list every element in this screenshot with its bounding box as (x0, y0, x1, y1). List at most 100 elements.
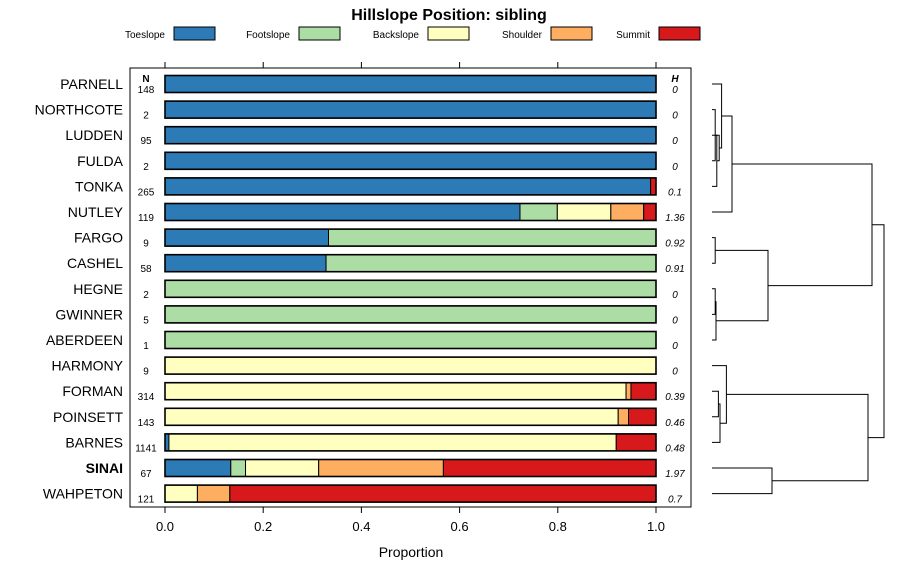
bar-segment-footslope (519, 203, 558, 221)
soil-label: HEGNE (73, 281, 123, 297)
bar-outline (164, 177, 657, 196)
soil-label: FARGO (74, 230, 123, 246)
row-sinai: SINAI 67 1.97 (86, 458, 685, 480)
row-northcote: NORTHCOTE 2 0 (35, 100, 678, 122)
n-value: 121 (138, 495, 155, 506)
dendrogram-merge (868, 224, 885, 439)
bar-segment-footslope (164, 331, 657, 349)
bar-outline (164, 407, 657, 427)
x-tick-label: 0.0 (156, 519, 174, 534)
n-value: 2 (143, 111, 149, 122)
bar-segment-summit (643, 203, 657, 221)
h-value: 0 (672, 136, 678, 147)
row-barnes: BARNES 1141 0.48 (65, 433, 685, 454)
h-value: 0 (672, 367, 678, 378)
n-value: 314 (138, 392, 155, 403)
bar-segment-backslope (245, 459, 320, 477)
n-value: 95 (140, 136, 152, 147)
bar-outline (164, 228, 657, 247)
legend-swatch-summit (658, 26, 701, 41)
soil-label: HARMONY (51, 358, 123, 374)
soil-label: BARNES (65, 434, 123, 450)
soil-label: NORTHCOTE (35, 102, 123, 118)
bar-segment-footslope (328, 228, 657, 247)
legend-swatch-backslope (427, 26, 470, 41)
row-fulda: FULDA 2 0 (77, 151, 678, 173)
row-parnell: PARNELL 148 0 (60, 74, 678, 96)
row-aberdeen: ABERDEEN 1 0 (46, 330, 678, 352)
bar-outline (164, 151, 657, 171)
legend-swatch-shoulder (550, 26, 593, 41)
n-value: 2 (143, 162, 149, 173)
bar-segment-backslope (164, 484, 198, 503)
bar-segment-shoulder (318, 459, 444, 477)
h-value: 0.48 (665, 443, 685, 454)
bar-outline (164, 202, 657, 222)
n-value: 58 (140, 264, 152, 275)
plot-frame (129, 67, 692, 508)
bar-segment-toeslope (164, 100, 657, 119)
bar-outline (164, 100, 657, 119)
h-value: 0 (672, 111, 678, 122)
dendrogram-merge (712, 288, 716, 315)
row-fargo: FARGO 9 0.92 (74, 228, 685, 250)
legend-label-summit: Summit (616, 30, 650, 41)
soil-label: SINAI (86, 460, 123, 476)
soil-label: POINSETT (53, 409, 123, 425)
legend: Toeslope Footslope Backslope Shoulder Summit (125, 26, 701, 41)
x-tick-label: 0.4 (352, 519, 370, 534)
dendrogram-merge (712, 237, 716, 264)
bar-outline (164, 330, 657, 350)
legend-swatch-footslope (298, 26, 341, 41)
bar-outline (164, 74, 657, 94)
row-cashel: CASHEL 58 0.91 (67, 253, 685, 275)
soil-label: TONKA (75, 178, 124, 194)
h-value: 0.39 (665, 392, 685, 403)
n-value: 5 (143, 315, 149, 326)
bar-segment-shoulder (617, 407, 630, 426)
soil-label: FULDA (77, 153, 124, 169)
x-axis-title: Proportion (379, 544, 444, 560)
h-value: 0.1 (668, 187, 682, 198)
bar-segment-toeslope (164, 75, 657, 93)
h-value: 1.97 (665, 469, 685, 480)
dendrogram-merge (712, 365, 727, 424)
h-value: 0 (672, 341, 678, 352)
h-value: 0 (672, 85, 678, 96)
n-value: 1141 (135, 443, 157, 454)
h-value: 0 (672, 162, 678, 173)
bar-segment-shoulder (610, 203, 645, 221)
soil-label: ABERDEEN (46, 332, 123, 348)
soil-label: CASHEL (67, 255, 123, 271)
h-value: 0.92 (665, 239, 685, 250)
row-gwinner: GWINNER 5 0 (55, 305, 678, 326)
bar-segment-footslope (164, 305, 657, 324)
bar-segment-backslope (556, 203, 612, 221)
n-value: 265 (138, 187, 155, 198)
n-value: 119 (138, 213, 154, 224)
n-value: 9 (143, 367, 149, 378)
bar-segment-toeslope (164, 203, 521, 221)
bar-segment-shoulder (625, 382, 632, 401)
bar-segment-shoulder (196, 484, 231, 503)
bar-outline (164, 433, 657, 452)
bar-segment-summit (229, 484, 657, 503)
chart-title: Hillslope Position: sibling (351, 7, 547, 24)
soil-label: NUTLEY (68, 204, 124, 220)
row-hegne: HEGNE 2 0 (73, 279, 678, 301)
x-tick-label: 0.2 (254, 519, 272, 534)
bar-segment-footslope (325, 254, 657, 273)
x-tick-label: 0.6 (451, 519, 469, 534)
bar-outline (164, 356, 657, 375)
h-value: 0.7 (668, 495, 682, 506)
bar-segment-toeslope (164, 254, 327, 273)
bar-segment-toeslope (164, 151, 657, 170)
h-column-header: H (671, 74, 679, 85)
bar-segment-toeslope (164, 228, 329, 247)
bar-outline (164, 253, 657, 273)
bar-segment-toeslope (164, 459, 232, 477)
bar-segment-summit (630, 382, 657, 401)
row-harmony: HARMONY 9 0 (51, 356, 678, 378)
soil-label: PARNELL (60, 76, 123, 92)
